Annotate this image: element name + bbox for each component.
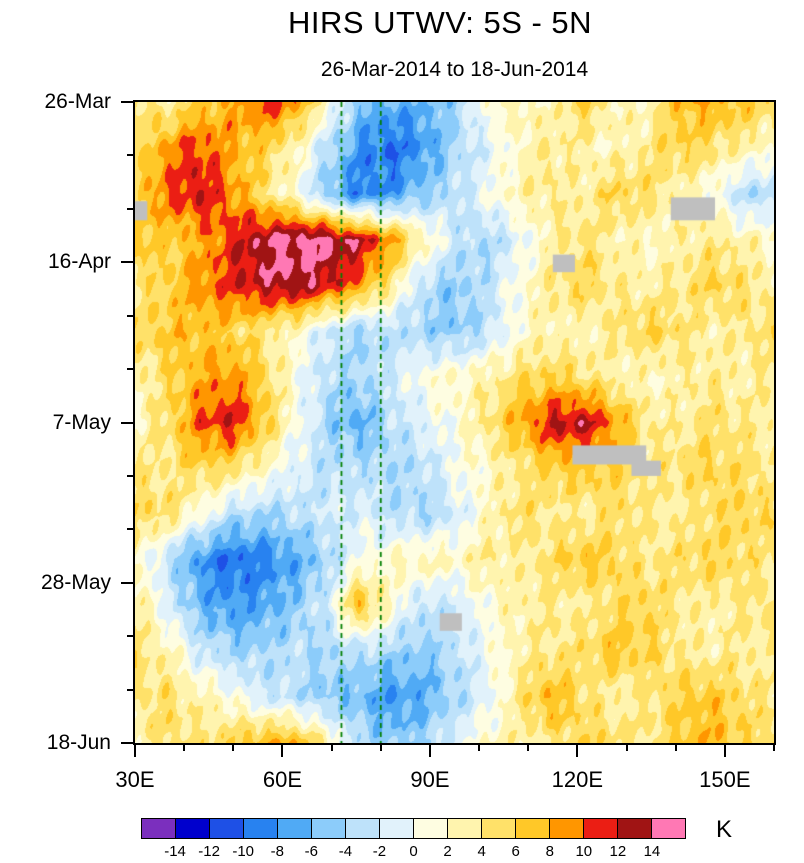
- colorbar-segment: [176, 819, 210, 838]
- colorbar-tick-label: 8: [545, 843, 554, 860]
- y-tick-label: 26-Mar: [44, 90, 111, 113]
- chart-subtitle: 26-Mar-2014 to 18-Jun-2014: [320, 58, 589, 81]
- colorbar-tick-label: 4: [477, 843, 486, 860]
- x-minor-tick: [478, 745, 481, 751]
- colorbar-segment: [414, 819, 448, 838]
- colorbar: [141, 818, 686, 839]
- y-major-tick: [121, 581, 133, 584]
- x-tick-label: 90E: [410, 767, 450, 792]
- colorbar-segment: [550, 819, 584, 838]
- colorbar-unit-label: K: [716, 816, 733, 843]
- colorbar-segment: [346, 819, 380, 838]
- x-major-tick: [281, 745, 284, 757]
- colorbar-tick-label: -6: [304, 843, 318, 860]
- colorbar-segment: [448, 819, 482, 838]
- x-major-tick: [576, 745, 579, 757]
- chart-title: HIRS UTWV: 5S - 5N: [287, 5, 593, 40]
- x-tick-label: 60E: [262, 767, 303, 792]
- colorbar-tick-label: -14: [164, 843, 186, 860]
- colorbar-tick-label: 14: [643, 843, 661, 860]
- x-minor-tick: [379, 745, 382, 751]
- colorbar-tick-label: 0: [409, 843, 418, 860]
- x-minor-tick: [527, 745, 530, 751]
- colorbar-tick-label: 6: [511, 843, 520, 860]
- y-minor-tick: [127, 635, 133, 638]
- colorbar-tick-label: 2: [443, 843, 452, 860]
- x-minor-tick: [674, 745, 677, 751]
- x-minor-tick: [183, 745, 186, 751]
- x-major-tick: [428, 745, 431, 757]
- colorbar-tick-label: 12: [609, 843, 627, 860]
- y-tick-label: 28-May: [40, 570, 111, 594]
- colorbar-tick-label: -2: [372, 843, 387, 860]
- x-minor-tick: [232, 745, 235, 751]
- x-minor-tick: [330, 745, 333, 751]
- colorbar-tick-label: -12: [198, 843, 220, 860]
- colorbar-segment: [618, 819, 652, 838]
- plot-area: 30E 60E 90E 120E 150E 26-Mar 16-Apr 7-May 28-May…: [41, 90, 776, 792]
- x-major-tick: [723, 745, 726, 757]
- colorbar-tick-label: 10: [575, 843, 593, 860]
- y-major-tick: [121, 101, 133, 103]
- colorbar-tick-label: -8: [270, 843, 284, 860]
- colorbar-segment: [516, 819, 550, 838]
- colorbar-segment: [584, 819, 618, 838]
- y-minor-tick: [127, 368, 133, 371]
- y-major-tick: [121, 421, 133, 424]
- y-major-tick: [121, 742, 133, 744]
- colorbar-segment: [142, 819, 176, 838]
- colorbar-segment: [210, 819, 244, 838]
- y-tick-label: 7-May: [52, 410, 111, 434]
- y-minor-tick: [127, 688, 133, 691]
- x-tick-label: 150E: [699, 767, 751, 792]
- colorbar-segment: [312, 819, 346, 838]
- x-tick-label: 120E: [551, 767, 604, 792]
- x-minor-tick: [625, 745, 628, 751]
- y-minor-tick: [127, 474, 133, 477]
- colorbar-segment: [380, 819, 414, 838]
- colorbar-segment: [278, 819, 312, 838]
- x-major-tick: [134, 745, 136, 757]
- colorbar-segment: [244, 819, 278, 838]
- y-minor-tick: [127, 154, 133, 157]
- y-major-tick: [121, 261, 133, 264]
- y-tick-label: 18-Jun: [46, 731, 111, 754]
- colorbar-tick-label: -4: [338, 843, 353, 860]
- y-minor-tick: [127, 528, 133, 531]
- x-minor-tick: [773, 745, 775, 751]
- colorbar-tick-label: -10: [232, 843, 255, 860]
- colorbar-segment: [482, 819, 516, 838]
- y-minor-tick: [127, 207, 133, 210]
- colorbar-segment: [652, 819, 685, 838]
- x-tick-label: 30E: [115, 767, 155, 792]
- y-minor-tick: [127, 314, 133, 317]
- contour-canvas: [135, 102, 774, 743]
- y-tick-label: 16-Apr: [47, 250, 111, 274]
